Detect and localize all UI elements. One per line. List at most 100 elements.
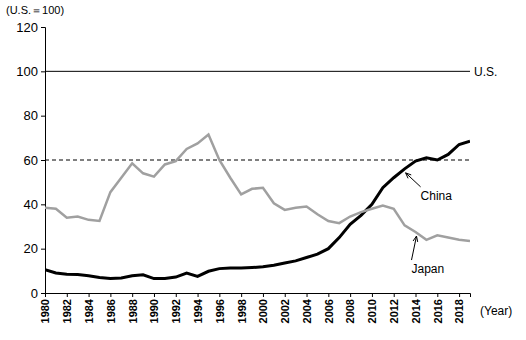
x-tick: 1986 [105,293,117,323]
x-tick-mark [285,293,286,297]
y-tick-label: 0 [31,286,38,301]
x-tick-label: 2010 [366,299,378,323]
x-tick-mark [263,293,264,297]
x-tick-label: 1998 [236,299,248,323]
x-tick: 1998 [236,293,248,323]
x-tick-mark [437,293,438,297]
x-axis: 1980 1982 1984 1986 1988 1990 1992 1994 1996 1998… [39,293,470,323]
x-tick-mark [459,293,460,297]
x-tick: 2012 [388,293,400,323]
x-tick-label: 2018 [453,299,465,323]
x-tick-mark [132,293,133,297]
y-tick-mark [41,204,45,205]
x-tick: 1982 [61,293,73,323]
x-tick-label: 1992 [170,299,182,323]
reference-line [45,160,470,161]
x-tick-label: 1982 [61,299,73,323]
x-tick-mark [241,293,242,297]
x-tick-label: 2008 [344,299,356,323]
annotation-arrowhead [413,236,418,242]
x-tick-label: 1988 [127,299,139,323]
x-tick-mark [110,293,111,297]
x-axis-title: (Year) [480,304,512,318]
x-tick: 1994 [192,293,204,323]
y-tick-label: 60 [24,153,38,168]
x-tick: 1990 [148,293,160,323]
x-tick: 2010 [366,293,378,323]
x-tick: 1992 [170,293,182,323]
x-tick: 2006 [323,293,335,323]
reference-line [45,71,470,72]
x-tick-mark [198,293,199,297]
x-tick-label: 1990 [148,299,160,323]
y-tick: 20 [24,241,45,256]
x-tick-label: 1996 [214,299,226,323]
x-tick: 1996 [214,293,226,323]
y-axis-title: (U.S.＝100) [6,4,64,16]
reference-label: U.S. [474,65,497,79]
x-tick-label: 2000 [257,299,269,323]
x-tick-mark [372,293,373,297]
plot-area [45,71,470,278]
y-tick: 40 [24,197,45,212]
y-tick: 80 [24,108,45,123]
x-tick-label: 1980 [39,299,51,323]
x-tick: 2008 [344,293,356,323]
x-tick-label: 2006 [323,299,335,323]
x-tick-label: 2002 [279,299,291,323]
y-tick: 100 [16,64,45,79]
x-tick: 2000 [257,293,269,323]
x-tick: 1988 [127,293,139,323]
y-axis: 0 20 40 60 80 100 120 [16,20,45,301]
y-tick-label: 40 [24,197,38,212]
y-tick-label: 20 [24,241,38,256]
x-tick-label: 2016 [432,299,444,323]
y-tick: 120 [16,20,45,35]
y-tick-mark [41,116,45,117]
x-tick-mark [394,293,395,297]
x-tick: 2018 [453,293,465,323]
x-tick-mark [45,293,46,297]
y-tick-mark [41,71,45,72]
y-tick-mark [41,249,45,250]
x-tick-mark [219,293,220,297]
x-tick: 2004 [301,293,313,323]
y-tick-mark [41,160,45,161]
series-line [45,141,470,278]
x-tick-label: 1984 [83,298,95,323]
chart-container: 0204060801001201980198219841986198819901… [0,0,526,340]
x-tick: 2002 [279,293,291,323]
x-tick-mark [67,293,68,297]
series-label: China [421,189,453,203]
series-line [45,135,470,241]
x-tick: 1980 [39,293,51,323]
x-tick-mark [416,293,417,297]
y-tick: 60 [24,153,45,168]
x-tick-mark [89,293,90,297]
x-tick-label: 1986 [105,299,117,323]
series-label: Japan [412,262,445,276]
x-tick: 2014 [410,293,422,323]
x-tick-label: 2012 [388,299,400,323]
chart-svg: 0204060801001201980198219841986198819901… [0,0,526,340]
y-tick: 0 [31,286,45,301]
y-tick-mark [41,27,45,28]
y-tick-label: 100 [16,64,38,79]
x-tick: 2016 [432,293,444,323]
x-tick-mark [350,293,351,297]
y-tick-label: 120 [16,20,38,35]
y-tick-label: 80 [24,108,38,123]
x-tick-mark [176,293,177,297]
x-tick-label: 2004 [301,298,313,323]
x-tick-label: 2014 [410,298,422,323]
x-tick-mark [307,293,308,297]
x-tick-mark [154,293,155,297]
x-axis-line [46,294,471,298]
annotation-arrow [406,173,421,187]
y-axis-line [41,28,46,294]
x-tick-label: 1994 [192,298,204,323]
annotation-arrowhead [406,173,412,178]
x-tick-mark [328,293,329,297]
x-tick: 1984 [83,293,95,323]
y-tick-mark [41,293,45,294]
